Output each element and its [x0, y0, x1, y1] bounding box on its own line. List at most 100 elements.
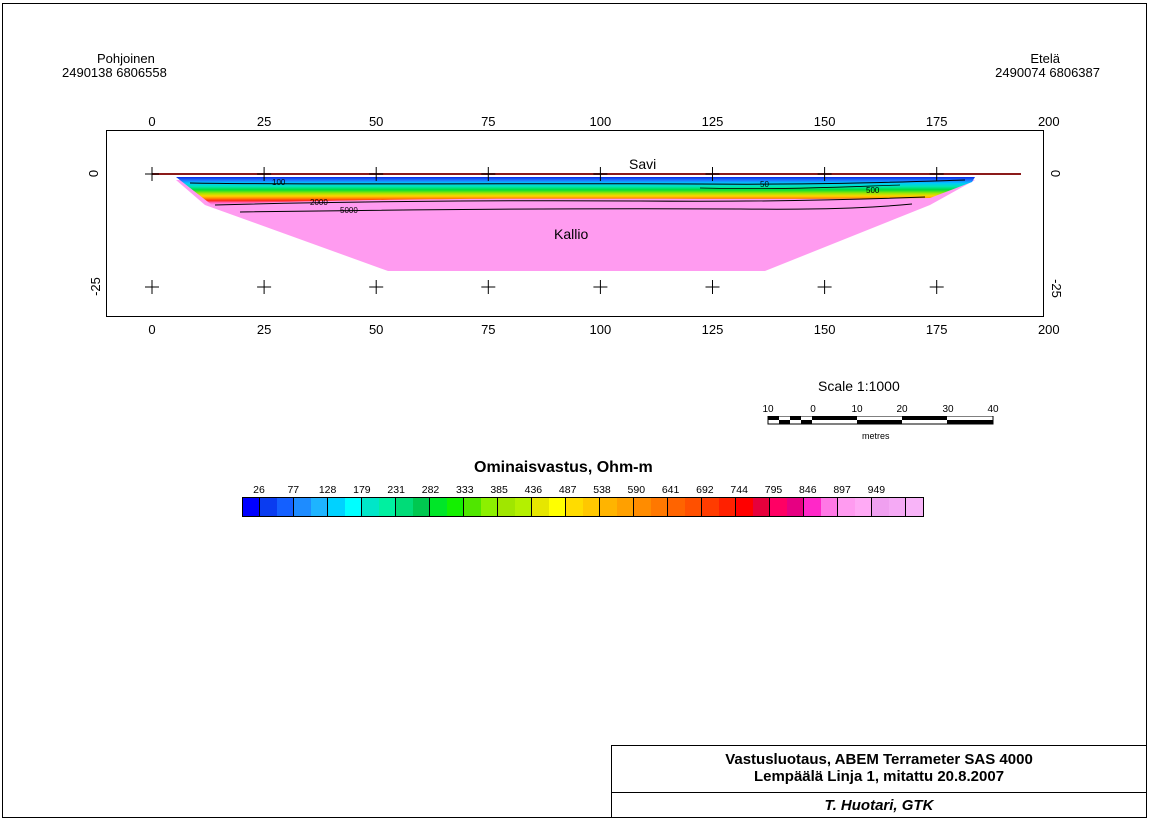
- legend-swatch: [668, 498, 685, 516]
- legend-value: 949: [867, 484, 886, 496]
- legend-swatch: [328, 498, 345, 516]
- scale-bar: [767, 416, 994, 425]
- endpoint-south: Etelä 2490074 6806387: [940, 52, 1100, 80]
- legend-value: 385: [490, 484, 508, 496]
- legend-value: 692: [696, 484, 714, 496]
- bedrock-region: [176, 180, 975, 271]
- x-tick-bottom-1: 25: [256, 322, 272, 337]
- x-tick-top-3: 75: [481, 114, 496, 129]
- contour-label-50: 50: [760, 180, 769, 189]
- legend-value: 26: [253, 484, 265, 496]
- legend-swatch: [362, 498, 379, 516]
- scale-unit: metres: [862, 431, 890, 441]
- legend-swatch: [311, 498, 328, 516]
- contour-label-500: 500: [866, 186, 880, 195]
- contour-line-2000: [214, 196, 926, 206]
- legend-value: 282: [421, 484, 440, 496]
- title-line-1: Vastusluotaus, ABEM Terrameter SAS 4000: [725, 751, 1033, 768]
- legend-swatch: [345, 498, 362, 516]
- x-tick-top-1: 25: [256, 114, 272, 129]
- scale-number: 20: [896, 404, 908, 415]
- legend-swatch: [889, 498, 906, 516]
- legend-swatch: [430, 498, 447, 516]
- legend-value: 795: [764, 484, 783, 496]
- scale-number: 30: [942, 404, 954, 415]
- endpoint-north-name: Pohjoinen: [97, 51, 155, 66]
- legend-swatch: [685, 498, 702, 516]
- legend-title: Ominaisvastus, Ohm-m: [474, 459, 653, 476]
- x-tick-top-6: 150: [813, 114, 836, 129]
- x-tick-bottom-4: 100: [589, 322, 612, 337]
- scale-number: 40: [987, 404, 999, 415]
- legend-swatch: [770, 498, 787, 516]
- legend-swatch: [515, 498, 532, 516]
- legend-value: 333: [456, 484, 474, 496]
- scale-number: 0: [810, 404, 816, 415]
- x-tick-top-7: 175: [925, 114, 948, 129]
- legend-value: 590: [627, 484, 646, 496]
- title-block-heading: Vastusluotaus, ABEM Terrameter SAS 4000 …: [612, 746, 1146, 793]
- legend-swatch: [379, 498, 396, 516]
- legend-swatch: [260, 498, 277, 516]
- legend-swatch: [872, 498, 889, 516]
- legend-swatch: [583, 498, 600, 516]
- legend-swatch: [481, 498, 498, 516]
- legend-swatch: [634, 498, 651, 516]
- x-tick-bottom-0: 0: [148, 322, 156, 337]
- legend-value: 897: [833, 484, 851, 496]
- legend-swatch: [821, 498, 838, 516]
- legend-swatch: [464, 498, 481, 516]
- contour-line-5000: [239, 203, 913, 213]
- legend-value: 436: [524, 484, 543, 496]
- legend-color-bar: [242, 497, 924, 517]
- contour-line-100: [189, 179, 966, 185]
- legend-swatch: [702, 498, 719, 516]
- x-tick-top-0: 0: [148, 114, 156, 129]
- x-tick-bottom-7: 175: [925, 322, 948, 337]
- x-tick-top-8: 200: [1037, 114, 1060, 129]
- legend-value: 487: [558, 484, 577, 496]
- drawing-frame: [2, 3, 1147, 818]
- legend-value: 128: [318, 484, 337, 496]
- scale-number: 10: [851, 404, 863, 415]
- scale-title: Scale 1:1000: [818, 378, 900, 394]
- title-line-2: Lempäälä Linja 1, mitattu 20.8.2007: [753, 768, 1005, 785]
- legend-swatch: [838, 498, 855, 516]
- legend-swatch: [719, 498, 736, 516]
- legend-value: 231: [387, 484, 405, 496]
- legend-value: 179: [353, 484, 371, 496]
- legend-swatch: [600, 498, 617, 516]
- legend-swatch: [906, 498, 923, 516]
- contour-line-50: [699, 184, 901, 190]
- layer-label-clay: Savi: [629, 156, 657, 172]
- contour-label-2000: 2000: [310, 198, 328, 207]
- legend-swatch: [566, 498, 583, 516]
- legend-swatch: [855, 498, 872, 516]
- contour-label-100: 100: [272, 178, 286, 187]
- legend-swatch: [277, 498, 294, 516]
- x-tick-top-5: 125: [701, 114, 724, 129]
- endpoint-south-name: Etelä: [1030, 51, 1060, 66]
- layer-label-bedrock: Kallio: [554, 226, 589, 242]
- endpoint-north: Pohjoinen 2490138 6806558: [62, 52, 212, 80]
- legend-value: 641: [661, 484, 680, 496]
- legend-swatch: [804, 498, 821, 516]
- legend-swatch: [294, 498, 311, 516]
- legend-swatch: [549, 498, 566, 516]
- legend-swatch: [447, 498, 464, 516]
- scale-number: 10: [762, 404, 774, 415]
- x-tick-top-2: 50: [368, 114, 384, 129]
- legend-value: 77: [287, 484, 300, 496]
- legend-swatch: [787, 498, 804, 516]
- legend-swatch: [753, 498, 770, 516]
- x-tick-bottom-5: 125: [701, 322, 724, 337]
- legend-swatch: [532, 498, 549, 516]
- x-tick-bottom-8: 200: [1037, 322, 1060, 337]
- endpoint-north-coords: 2490138 6806558: [62, 65, 167, 80]
- legend-swatch: [498, 498, 515, 516]
- legend-swatch: [736, 498, 753, 516]
- legend-swatch: [617, 498, 634, 516]
- contour-label-5000: 5000: [340, 206, 358, 215]
- x-tick-top-4: 100: [589, 114, 612, 129]
